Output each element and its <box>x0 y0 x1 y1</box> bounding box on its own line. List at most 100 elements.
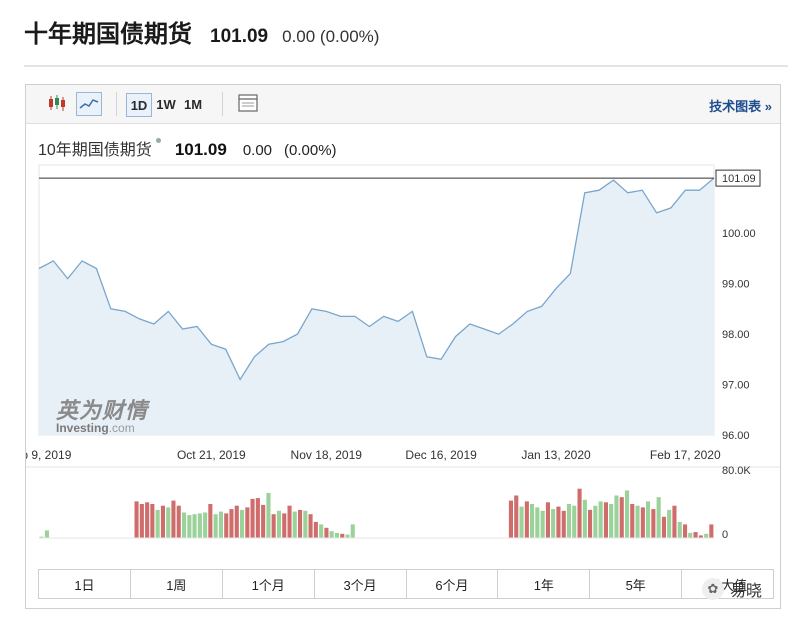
range-1d-button[interactable]: 1日 <box>39 570 131 598</box>
period-1m-button[interactable]: 1M <box>183 96 203 112</box>
volume-bar <box>334 532 339 538</box>
period-1d-button[interactable]: 1D <box>126 93 152 117</box>
volume-bar <box>155 509 160 538</box>
instrument-price: 101.09 <box>174 140 227 159</box>
volume-bar <box>693 532 698 538</box>
toolbar-separator <box>222 92 223 116</box>
volume-bar <box>688 532 693 538</box>
volume-bar <box>704 533 709 539</box>
volume-bar <box>556 506 561 538</box>
volume-bar <box>625 490 630 538</box>
line-chart-icon[interactable] <box>76 92 102 116</box>
x-tick-label: Sep 9, 2019 <box>26 448 72 462</box>
volume-bar <box>250 498 255 538</box>
volume-bar <box>182 512 187 538</box>
volume-bar <box>667 509 672 538</box>
watermark-logo: 英为财情 Investing.com <box>56 393 148 435</box>
volume-bar <box>566 504 571 538</box>
range-1m-button[interactable]: 1个月 <box>223 570 315 598</box>
volume-bar <box>535 507 540 538</box>
volume-bar <box>672 505 677 538</box>
volume-bar <box>551 509 556 538</box>
chart-subtitle: 10年期国债期货 101.09 0.00 (0.00%) <box>38 136 337 160</box>
volume-bar <box>134 501 139 538</box>
volume-bar <box>588 509 593 538</box>
volume-bar <box>598 501 603 538</box>
range-selector: 1日 1周 1个月 3个月 6个月 1年 5年 最大值 <box>38 569 774 599</box>
instrument-name: 10年期国债期货 <box>38 142 152 159</box>
range-1w-button[interactable]: 1周 <box>131 570 223 598</box>
last-price-label-box <box>715 169 761 187</box>
volume-bar <box>245 507 250 538</box>
volume-bar <box>345 534 350 538</box>
volume-bar <box>572 505 577 538</box>
x-tick-label: Jan 13, 2020 <box>521 448 591 462</box>
y-tick-label: 99.00 <box>722 279 750 291</box>
pin-icon <box>155 138 161 143</box>
volume-bar <box>192 514 197 538</box>
header-divider <box>24 65 788 67</box>
volume-bar <box>224 513 229 538</box>
volume-bar <box>603 502 608 538</box>
settings-panel-icon[interactable] <box>236 92 260 114</box>
y-tick-label: 101.09 <box>722 173 756 185</box>
range-6m-button[interactable]: 6个月 <box>407 570 499 598</box>
watermark-en: Investing.com <box>56 421 148 435</box>
volume-bar <box>313 521 318 538</box>
price-series-line <box>38 177 715 381</box>
volume-bar <box>176 505 181 538</box>
volume-bar <box>324 527 329 538</box>
price-volume-chart: 101.09 100.00 99.00 98.00 97.00 96.00 Sep 9, 2… <box>26 164 780 541</box>
volume-bar <box>319 524 324 538</box>
period-1w-button[interactable]: 1W <box>156 96 176 112</box>
volume-bar <box>698 535 703 538</box>
volume-bar <box>577 488 582 538</box>
volume-bar <box>197 513 202 538</box>
volume-bar <box>614 495 619 538</box>
volume-bar <box>261 504 266 538</box>
page-header: 十年期国债期货 101.09 0.00 (0.00%) <box>24 14 379 48</box>
volume-bar <box>350 524 355 538</box>
volume-bar <box>609 504 614 538</box>
volume-bar <box>282 513 287 538</box>
volume-tick-label: 80.0K <box>722 465 751 477</box>
volume-bar <box>187 515 192 538</box>
volume-bar <box>519 506 524 538</box>
volume-bar <box>166 507 171 538</box>
volume-bar <box>171 500 176 538</box>
source-badge: ✿ 易晓 <box>702 577 762 601</box>
x-tick-label: Feb 17, 2020 <box>650 448 721 462</box>
header-change: 0.00 (0.00%) <box>282 27 380 46</box>
volume-bar <box>287 505 292 538</box>
volume-bar <box>651 509 656 538</box>
chart-widget: 1D 1W 1M 技术图表 » 10年期国债期货 101.09 0.00 (0.… <box>25 84 781 609</box>
volume-bar <box>255 498 260 538</box>
volume-bar <box>683 524 688 538</box>
instrument-change-pct: (0.00%) <box>284 142 337 159</box>
chart-toolbar: 1D 1W 1M 技术图表 » <box>26 85 780 124</box>
volume-bar <box>271 514 276 538</box>
volume-bar <box>540 510 545 538</box>
volume-bar <box>208 504 213 538</box>
volume-bar <box>635 505 640 538</box>
volume-bar <box>640 507 645 538</box>
volume-bar <box>677 521 682 538</box>
watermark-cn: 英为财情 <box>56 398 149 423</box>
x-tick-label: Dec 16, 2019 <box>405 448 477 462</box>
volume-bar <box>203 512 208 538</box>
watermark-en-suffix: .com <box>108 421 135 435</box>
y-tick-label: 96.00 <box>722 430 750 442</box>
range-5y-button[interactable]: 5年 <box>590 570 683 598</box>
volume-bar <box>661 516 666 539</box>
volume-bar <box>524 501 529 538</box>
range-1y-button[interactable]: 1年 <box>498 570 591 598</box>
volume-bar <box>150 504 155 538</box>
range-3m-button[interactable]: 3个月 <box>315 570 407 598</box>
volume-bar <box>229 509 234 538</box>
price-area-fill <box>39 178 714 435</box>
wechat-icon: ✿ <box>702 578 724 600</box>
candlestick-icon[interactable] <box>46 92 68 114</box>
volume-bar <box>240 509 245 538</box>
volume-bar <box>145 502 150 538</box>
technical-chart-link[interactable]: 技术图表 » <box>709 99 772 114</box>
